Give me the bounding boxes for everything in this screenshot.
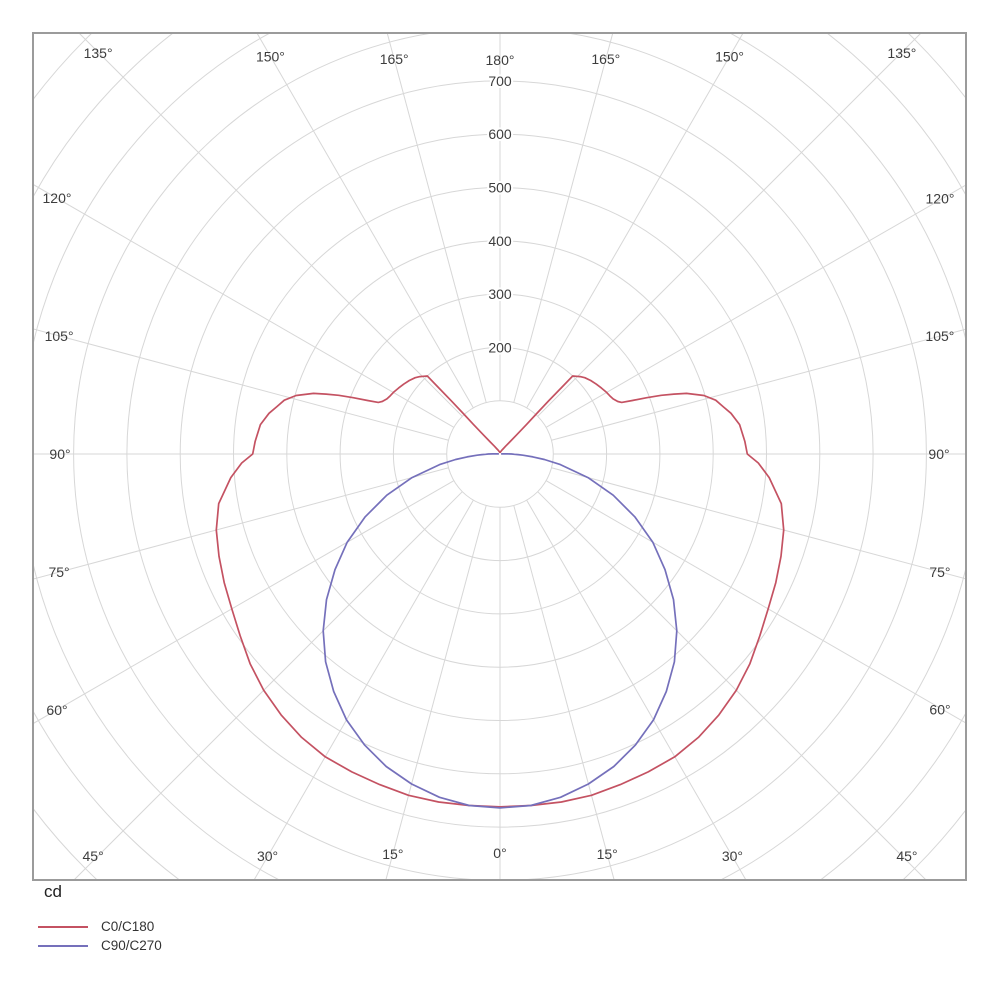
grid-ray-150: [526, 33, 744, 409]
series-curve-c0-c180: [215, 375, 785, 808]
angle-label-120: 120°: [926, 190, 955, 206]
grid-ray-45: [537, 491, 927, 880]
angle-label-30: 30°: [722, 848, 743, 864]
radial-tick-label-200: 200: [488, 339, 512, 355]
legend-item-c90-c270: C90/C270: [38, 936, 162, 955]
grid-ray-75: [551, 467, 966, 580]
grid-ray-150-left: [256, 33, 474, 409]
radial-tick-label-700: 700: [488, 73, 512, 89]
angle-label-135: 135°: [887, 45, 916, 61]
radial-tick-label-500: 500: [488, 180, 512, 196]
angle-label-105-left: 105°: [45, 328, 74, 344]
grid-ray-165: [513, 33, 614, 403]
grid-ray-105: [551, 328, 966, 441]
series-curve-c90-c270: [322, 453, 678, 809]
legend-label: C0/C180: [101, 919, 155, 934]
grid-ray-105-left: [33, 328, 449, 441]
grid-ray-75-left: [33, 467, 449, 580]
grid-ray-135-left: [78, 33, 463, 417]
angle-label-45: 45°: [896, 848, 917, 864]
angle-label-165: 165°: [591, 51, 620, 67]
legend-line-swatch-blue: [38, 944, 88, 947]
grid-ray-45-left: [73, 491, 463, 880]
angle-label-75-left: 75°: [48, 564, 69, 580]
radial-tick-label-600: 600: [488, 126, 512, 142]
angle-label-150-left: 150°: [256, 48, 285, 64]
radial-tick-label-400: 400: [488, 233, 512, 249]
grid-ray-165-left: [386, 33, 487, 403]
radial-unit-label: cd: [44, 882, 62, 901]
grid-ring-100: [446, 400, 554, 508]
angle-label-60: 60°: [929, 702, 950, 718]
angle-label-120-left: 120°: [43, 190, 72, 206]
grid-ray-60-left: [33, 480, 455, 725]
angle-label-165-left: 165°: [380, 51, 409, 67]
angle-label-75: 75°: [929, 564, 950, 580]
radial-tick-label-300: 300: [488, 286, 512, 302]
grid-ray-15-left: [385, 505, 487, 880]
grid-ray-15: [513, 505, 615, 880]
angle-label-150: 150°: [715, 48, 744, 64]
angle-label-15-left: 15°: [382, 846, 403, 862]
angle-label-0: 0°: [493, 845, 506, 861]
grid-ray-120-left: [33, 183, 455, 428]
angle-label-90-left: 90°: [49, 446, 70, 462]
legend-label: C90/C270: [101, 938, 162, 953]
grid-ray-120: [545, 184, 966, 428]
grid-ray-30-left: [253, 499, 474, 880]
angle-label-45-left: 45°: [83, 848, 104, 864]
grid-ray-30: [526, 499, 747, 880]
angle-label-105: 105°: [925, 328, 954, 344]
angle-label-180: 180°: [486, 52, 515, 68]
angle-label-30-left: 30°: [257, 848, 278, 864]
angle-label-15: 15°: [597, 846, 618, 862]
legend-line-swatch-red: [38, 925, 88, 928]
angle-label-90: 90°: [928, 446, 949, 462]
grid-ray-60: [545, 480, 966, 724]
plot-border: [32, 32, 967, 881]
angle-label-60-left: 60°: [46, 702, 67, 718]
grid-ray-135: [537, 33, 922, 417]
chart-legend: C0/C180 C90/C270: [38, 917, 162, 955]
legend-item-c0-c180: C0/C180: [38, 917, 162, 936]
angle-label-135-left: 135°: [84, 45, 113, 61]
